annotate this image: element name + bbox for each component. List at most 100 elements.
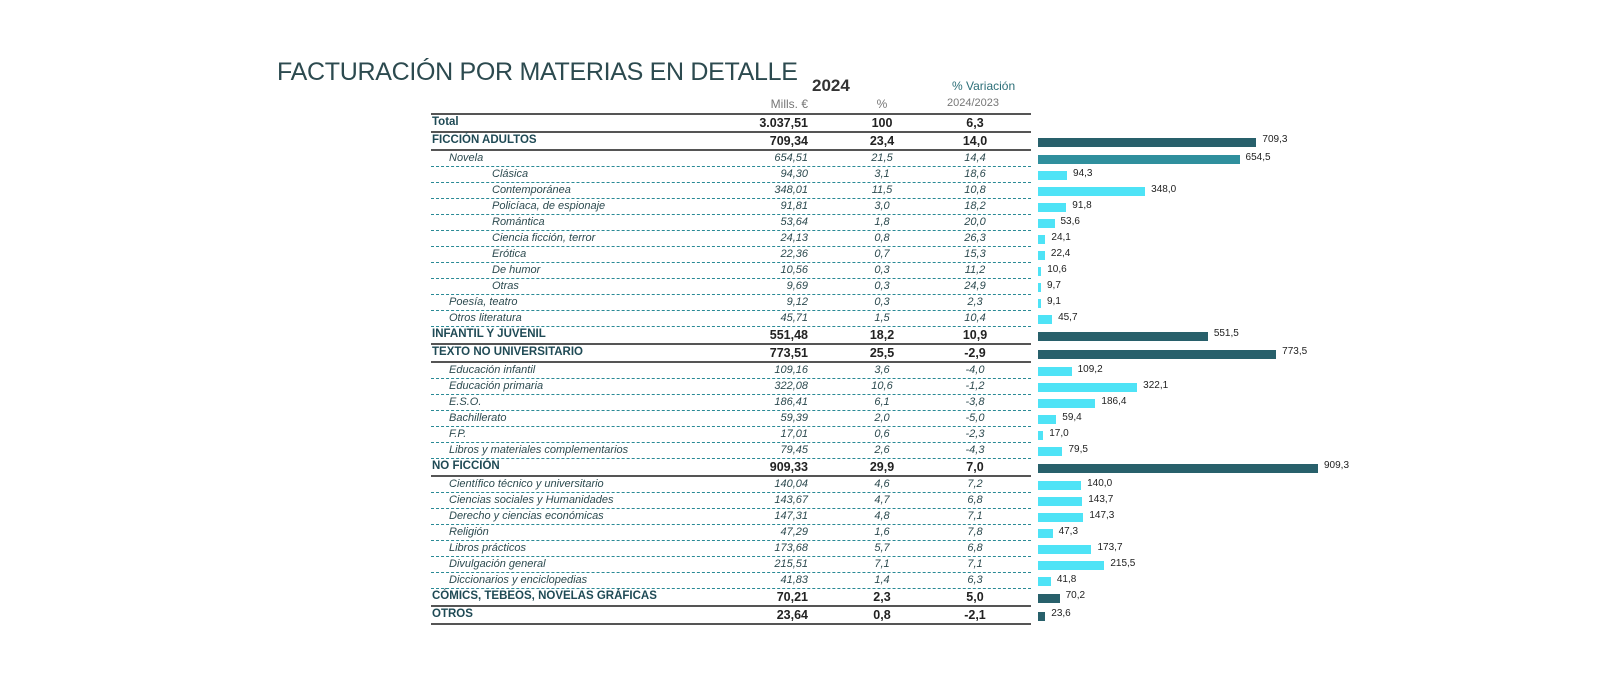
row-variation: 6,3 xyxy=(967,574,983,586)
row-pct: 6,1 xyxy=(874,396,890,408)
bar xyxy=(1038,561,1105,570)
bar-value-label: 773,5 xyxy=(1282,346,1308,357)
row-variation: 7,1 xyxy=(967,558,983,570)
table-row: Ciencia ficción, terror 24,13 0,8 26,3 24,1 xyxy=(431,231,1071,247)
table-row: Educación infantil 109,16 3,6 -4,0 109,2 xyxy=(431,363,1103,379)
row-pct: 100 xyxy=(871,116,893,130)
row-label: Científico técnico y universitario xyxy=(449,478,604,490)
row-mills: 23,64 xyxy=(776,608,808,622)
table-row: Educación primaria 322,08 10,6 -1,2 322,1 xyxy=(431,379,1168,395)
bar xyxy=(1038,171,1068,180)
row-pct: 0,7 xyxy=(874,248,890,260)
bar xyxy=(1038,464,1318,473)
table-row: Libros prácticos 173,68 5,7 6,8 173,7 xyxy=(431,541,1123,557)
bar-value-label: 186,4 xyxy=(1101,396,1127,407)
row-mills: 215,51 xyxy=(774,558,808,570)
row-variation: 18,6 xyxy=(964,168,986,180)
bar xyxy=(1038,332,1208,341)
row-pct: 0,6 xyxy=(874,428,890,440)
row-variation: 2,3 xyxy=(967,296,983,308)
row-label: Erótica xyxy=(492,248,527,260)
row-mills: 348,01 xyxy=(774,184,808,196)
row-label: CÓMICS, TEBEOS, NOVELAS GRÁFICAS xyxy=(432,590,657,602)
bar-value-label: 41,8 xyxy=(1056,574,1077,585)
bar-value-label: 9,1 xyxy=(1047,296,1061,307)
bar-value-label: 709,3 xyxy=(1262,134,1288,145)
bar xyxy=(1038,399,1096,408)
header-years: 2024/2023 xyxy=(947,97,999,109)
header-pct: % xyxy=(876,97,888,111)
bar-value-label: 91,8 xyxy=(1072,200,1092,211)
row-label: Ciencia ficción, terror xyxy=(492,232,596,244)
row-variation: 11,2 xyxy=(964,264,986,276)
row-label: Educación primaria xyxy=(449,380,544,392)
table-row: Otras 9,69 0,3 24,9 9,7 xyxy=(431,279,1061,295)
bar xyxy=(1038,383,1138,392)
bar-value-label: 70,2 xyxy=(1065,590,1086,601)
table-row: Bachillerato 59,39 2,0 -5,0 59,4 xyxy=(431,411,1082,427)
row-label: Romántica xyxy=(492,216,545,228)
bar xyxy=(1038,447,1063,456)
row-label: Novela xyxy=(449,152,484,164)
row-mills: 140,04 xyxy=(774,478,808,490)
row-variation: -4,3 xyxy=(965,444,985,456)
row-variation: 24,9 xyxy=(964,280,986,292)
table-row: Ciencias sociales y Humanidades 143,67 4,7… xyxy=(431,493,1113,509)
table-row: Divulgación general 215,51 7,1 7,1 215,5 xyxy=(431,557,1135,573)
row-mills: 22,36 xyxy=(780,248,808,260)
row-mills: 70,21 xyxy=(776,590,808,604)
row-label: NO FICCIÓN xyxy=(432,460,500,472)
row-pct: 0,3 xyxy=(874,280,890,292)
table-row: Poesía, teatro 9,12 0,3 2,3 9,1 xyxy=(431,295,1061,311)
row-pct: 0,3 xyxy=(874,264,890,276)
row-mills: 147,31 xyxy=(774,510,808,522)
row-pct: 4,7 xyxy=(874,494,890,506)
bar-value-label: 94,3 xyxy=(1073,168,1093,179)
row-mills: 45,71 xyxy=(780,312,808,324)
row-variation: 14,4 xyxy=(964,152,986,164)
bar-value-label: 23,6 xyxy=(1051,608,1071,619)
row-variation: 6,8 xyxy=(967,494,983,506)
row-pct: 25,5 xyxy=(869,346,895,360)
bar-value-label: 551,5 xyxy=(1213,328,1239,339)
table-row: OTROS 23,64 0,8 -2,1 23,6 xyxy=(431,607,1071,625)
row-variation: -3,8 xyxy=(965,396,985,408)
bar xyxy=(1038,545,1092,554)
row-variation: 7,8 xyxy=(967,526,983,538)
bar-value-label: 140,0 xyxy=(1087,478,1113,489)
bar-value-label: 143,7 xyxy=(1088,494,1114,505)
bar xyxy=(1038,138,1257,147)
row-mills: 24,13 xyxy=(780,232,808,244)
row-label: E.S.O. xyxy=(449,396,482,408)
bar xyxy=(1038,612,1046,621)
table-row: Clásica 94,30 3,1 18,6 94,3 xyxy=(431,167,1093,183)
table-row: Diccionarios y enciclopedias 41,83 1,4 6,3 4… xyxy=(431,573,1076,589)
bar-value-label: 322,1 xyxy=(1143,380,1169,391)
header-variation: % Variación xyxy=(952,79,1016,93)
row-mills: 9,69 xyxy=(786,280,808,292)
table-row: Libros y materiales complementarios 79,45… xyxy=(431,443,1088,459)
table-row: De humor 10,56 0,3 11,2 10,6 xyxy=(431,263,1067,279)
row-variation: 15,3 xyxy=(964,248,986,260)
row-mills: 91,81 xyxy=(780,200,808,212)
table-row: CÓMICS, TEBEOS, NOVELAS GRÁFICAS 70,21 2,3… xyxy=(431,589,1085,607)
bar-value-label: 9,7 xyxy=(1047,280,1061,291)
row-pct: 5,7 xyxy=(874,542,890,554)
bar xyxy=(1038,577,1051,586)
row-label: FICCIÓN ADULTOS xyxy=(432,134,537,146)
row-pct: 4,8 xyxy=(874,510,890,522)
row-label: Educación infantil xyxy=(449,364,536,376)
row-mills: 59,39 xyxy=(780,412,808,424)
bar-value-label: 59,4 xyxy=(1062,412,1082,423)
row-pct: 3,0 xyxy=(874,200,890,212)
bar-value-label: 173,7 xyxy=(1097,542,1123,553)
bar xyxy=(1038,415,1057,424)
table-row: Novela 654,51 21,5 14,4 654,5 xyxy=(431,151,1271,167)
bar xyxy=(1038,203,1067,212)
row-label: Poesía, teatro xyxy=(449,296,518,308)
row-label: Libros y materiales complementarios xyxy=(449,444,629,456)
row-label: Clásica xyxy=(492,168,529,180)
row-variation: 10,4 xyxy=(964,312,986,324)
row-variation: -2,3 xyxy=(965,428,985,440)
bar-value-label: 45,7 xyxy=(1058,312,1078,323)
